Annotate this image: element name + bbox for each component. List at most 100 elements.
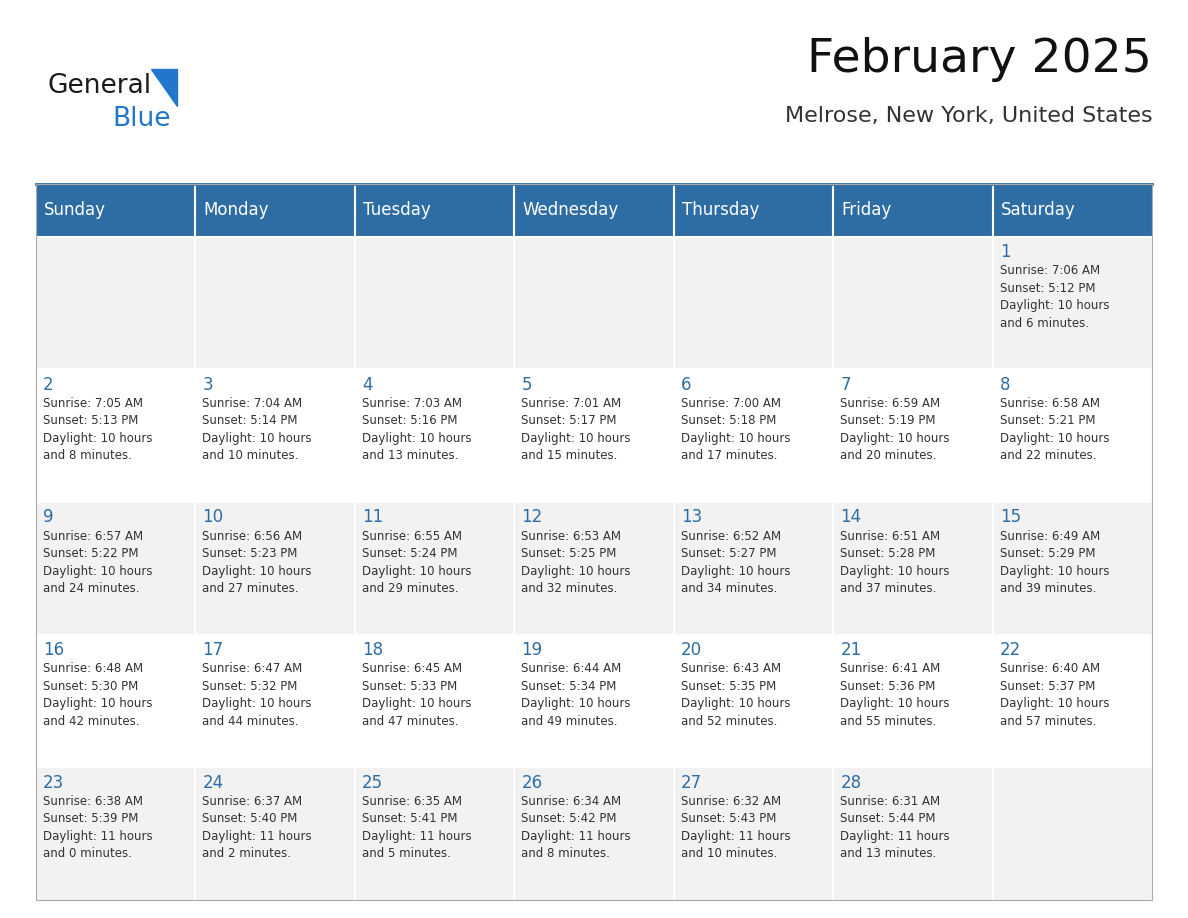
Bar bbox=[674, 369, 833, 502]
Text: Sunrise: 6:38 AM
Sunset: 5:39 PM
Daylight: 11 hours
and 0 minutes.: Sunrise: 6:38 AM Sunset: 5:39 PM Dayligh… bbox=[43, 795, 152, 860]
Text: 8: 8 bbox=[1000, 375, 1011, 394]
Text: Sunrise: 6:31 AM
Sunset: 5:44 PM
Daylight: 11 hours
and 13 minutes.: Sunrise: 6:31 AM Sunset: 5:44 PM Dayligh… bbox=[840, 795, 950, 860]
Bar bbox=[993, 634, 1152, 767]
Text: Sunrise: 6:58 AM
Sunset: 5:21 PM
Daylight: 10 hours
and 22 minutes.: Sunrise: 6:58 AM Sunset: 5:21 PM Dayligh… bbox=[1000, 397, 1110, 463]
Text: Sunrise: 6:57 AM
Sunset: 5:22 PM
Daylight: 10 hours
and 24 minutes.: Sunrise: 6:57 AM Sunset: 5:22 PM Dayligh… bbox=[43, 530, 152, 595]
Text: Monday: Monday bbox=[203, 201, 268, 219]
Bar bbox=[195, 184, 355, 237]
Bar bbox=[36, 184, 1152, 900]
Text: 7: 7 bbox=[840, 375, 851, 394]
Text: 10: 10 bbox=[202, 509, 223, 526]
Bar bbox=[195, 634, 355, 767]
Text: 18: 18 bbox=[362, 641, 383, 659]
Text: 14: 14 bbox=[840, 509, 861, 526]
Bar bbox=[36, 502, 195, 634]
Text: Sunrise: 6:47 AM
Sunset: 5:32 PM
Daylight: 10 hours
and 44 minutes.: Sunrise: 6:47 AM Sunset: 5:32 PM Dayligh… bbox=[202, 662, 311, 728]
Text: 27: 27 bbox=[681, 774, 702, 791]
Text: Sunrise: 6:56 AM
Sunset: 5:23 PM
Daylight: 10 hours
and 27 minutes.: Sunrise: 6:56 AM Sunset: 5:23 PM Dayligh… bbox=[202, 530, 311, 595]
Text: 3: 3 bbox=[202, 375, 213, 394]
Bar bbox=[355, 634, 514, 767]
Text: 9: 9 bbox=[43, 509, 53, 526]
Bar bbox=[993, 767, 1152, 900]
Text: 12: 12 bbox=[522, 509, 543, 526]
Text: 1: 1 bbox=[1000, 243, 1011, 262]
Bar bbox=[674, 634, 833, 767]
Text: Sunrise: 6:35 AM
Sunset: 5:41 PM
Daylight: 11 hours
and 5 minutes.: Sunrise: 6:35 AM Sunset: 5:41 PM Dayligh… bbox=[362, 795, 472, 860]
Text: Sunrise: 7:03 AM
Sunset: 5:16 PM
Daylight: 10 hours
and 13 minutes.: Sunrise: 7:03 AM Sunset: 5:16 PM Dayligh… bbox=[362, 397, 472, 463]
Text: 13: 13 bbox=[681, 509, 702, 526]
Text: 2: 2 bbox=[43, 375, 53, 394]
Bar bbox=[674, 502, 833, 634]
Bar bbox=[993, 502, 1152, 634]
Text: Sunrise: 6:55 AM
Sunset: 5:24 PM
Daylight: 10 hours
and 29 minutes.: Sunrise: 6:55 AM Sunset: 5:24 PM Dayligh… bbox=[362, 530, 472, 595]
Text: Sunrise: 6:34 AM
Sunset: 5:42 PM
Daylight: 11 hours
and 8 minutes.: Sunrise: 6:34 AM Sunset: 5:42 PM Dayligh… bbox=[522, 795, 631, 860]
Bar bbox=[36, 634, 195, 767]
Bar bbox=[833, 369, 993, 502]
Text: Sunrise: 6:49 AM
Sunset: 5:29 PM
Daylight: 10 hours
and 39 minutes.: Sunrise: 6:49 AM Sunset: 5:29 PM Dayligh… bbox=[1000, 530, 1110, 595]
Bar bbox=[833, 502, 993, 634]
Text: 25: 25 bbox=[362, 774, 383, 791]
Bar bbox=[514, 767, 674, 900]
Text: Saturday: Saturday bbox=[1000, 201, 1075, 219]
Text: 17: 17 bbox=[202, 641, 223, 659]
Text: Tuesday: Tuesday bbox=[362, 201, 430, 219]
Text: 22: 22 bbox=[1000, 641, 1022, 659]
Text: February 2025: February 2025 bbox=[808, 37, 1152, 82]
Text: Friday: Friday bbox=[841, 201, 891, 219]
Bar bbox=[833, 634, 993, 767]
Text: Blue: Blue bbox=[113, 106, 171, 131]
Text: 6: 6 bbox=[681, 375, 691, 394]
Bar bbox=[36, 237, 195, 369]
Text: 23: 23 bbox=[43, 774, 64, 791]
Bar bbox=[355, 237, 514, 369]
Text: Sunrise: 6:41 AM
Sunset: 5:36 PM
Daylight: 10 hours
and 55 minutes.: Sunrise: 6:41 AM Sunset: 5:36 PM Dayligh… bbox=[840, 662, 950, 728]
Text: Sunrise: 7:00 AM
Sunset: 5:18 PM
Daylight: 10 hours
and 17 minutes.: Sunrise: 7:00 AM Sunset: 5:18 PM Dayligh… bbox=[681, 397, 790, 463]
Bar bbox=[355, 184, 514, 237]
Text: Sunrise: 6:45 AM
Sunset: 5:33 PM
Daylight: 10 hours
and 47 minutes.: Sunrise: 6:45 AM Sunset: 5:33 PM Dayligh… bbox=[362, 662, 472, 728]
Text: 4: 4 bbox=[362, 375, 372, 394]
Bar bbox=[993, 369, 1152, 502]
Bar bbox=[674, 237, 833, 369]
Bar bbox=[355, 502, 514, 634]
Bar bbox=[195, 767, 355, 900]
Bar bbox=[514, 369, 674, 502]
Text: 11: 11 bbox=[362, 509, 383, 526]
Text: General: General bbox=[48, 73, 152, 99]
Text: Sunrise: 6:43 AM
Sunset: 5:35 PM
Daylight: 10 hours
and 52 minutes.: Sunrise: 6:43 AM Sunset: 5:35 PM Dayligh… bbox=[681, 662, 790, 728]
Text: 26: 26 bbox=[522, 774, 543, 791]
Text: 19: 19 bbox=[522, 641, 543, 659]
Text: Sunrise: 6:52 AM
Sunset: 5:27 PM
Daylight: 10 hours
and 34 minutes.: Sunrise: 6:52 AM Sunset: 5:27 PM Dayligh… bbox=[681, 530, 790, 595]
Text: Sunrise: 6:44 AM
Sunset: 5:34 PM
Daylight: 10 hours
and 49 minutes.: Sunrise: 6:44 AM Sunset: 5:34 PM Dayligh… bbox=[522, 662, 631, 728]
Bar bbox=[514, 237, 674, 369]
Text: Wednesday: Wednesday bbox=[523, 201, 619, 219]
Text: Sunrise: 6:51 AM
Sunset: 5:28 PM
Daylight: 10 hours
and 37 minutes.: Sunrise: 6:51 AM Sunset: 5:28 PM Dayligh… bbox=[840, 530, 950, 595]
Text: 28: 28 bbox=[840, 774, 861, 791]
Bar bbox=[993, 237, 1152, 369]
Bar bbox=[514, 184, 674, 237]
Text: Sunrise: 7:05 AM
Sunset: 5:13 PM
Daylight: 10 hours
and 8 minutes.: Sunrise: 7:05 AM Sunset: 5:13 PM Dayligh… bbox=[43, 397, 152, 463]
Bar bbox=[195, 502, 355, 634]
Bar bbox=[355, 767, 514, 900]
Bar bbox=[993, 184, 1152, 237]
Text: 16: 16 bbox=[43, 641, 64, 659]
Bar bbox=[674, 767, 833, 900]
Bar bbox=[674, 184, 833, 237]
Text: Sunday: Sunday bbox=[44, 201, 106, 219]
Bar bbox=[355, 369, 514, 502]
Bar bbox=[195, 369, 355, 502]
Bar bbox=[36, 184, 195, 237]
Bar bbox=[36, 767, 195, 900]
Text: Sunrise: 6:40 AM
Sunset: 5:37 PM
Daylight: 10 hours
and 57 minutes.: Sunrise: 6:40 AM Sunset: 5:37 PM Dayligh… bbox=[1000, 662, 1110, 728]
Text: 5: 5 bbox=[522, 375, 532, 394]
Bar bbox=[833, 184, 993, 237]
Text: 24: 24 bbox=[202, 774, 223, 791]
Bar bbox=[833, 767, 993, 900]
Text: Sunrise: 6:37 AM
Sunset: 5:40 PM
Daylight: 11 hours
and 2 minutes.: Sunrise: 6:37 AM Sunset: 5:40 PM Dayligh… bbox=[202, 795, 312, 860]
Text: Sunrise: 7:06 AM
Sunset: 5:12 PM
Daylight: 10 hours
and 6 minutes.: Sunrise: 7:06 AM Sunset: 5:12 PM Dayligh… bbox=[1000, 264, 1110, 330]
Polygon shape bbox=[151, 69, 177, 106]
Bar bbox=[833, 237, 993, 369]
Text: Melrose, New York, United States: Melrose, New York, United States bbox=[785, 106, 1152, 126]
Bar bbox=[514, 502, 674, 634]
Text: 20: 20 bbox=[681, 641, 702, 659]
Bar bbox=[36, 369, 195, 502]
